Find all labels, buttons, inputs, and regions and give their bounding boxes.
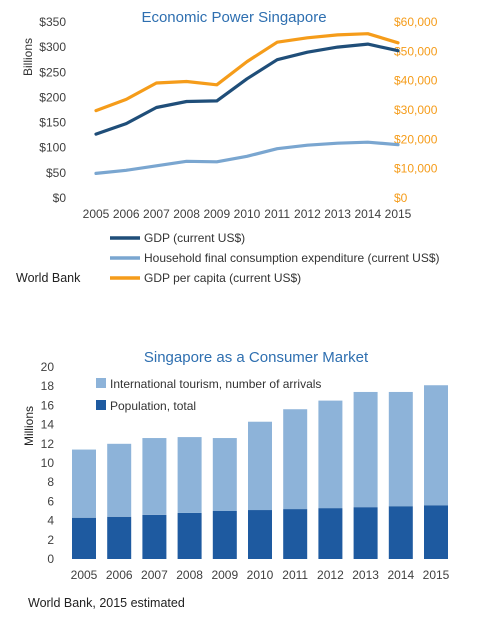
y-tick-label: $350 (39, 15, 66, 29)
y-tick-label: $150 (39, 116, 66, 130)
bar-segment (177, 512, 202, 559)
source-note: World Bank, 2015 estimated (28, 596, 185, 610)
legend-label: GDP (current US$) (144, 231, 245, 245)
bar-segment (72, 517, 96, 559)
x-tick-label: 2015 (423, 568, 450, 582)
legend-label: Population, total (110, 399, 196, 413)
source-note: World Bank (16, 271, 81, 285)
y2-tick-label: $30,000 (394, 103, 438, 117)
bar-segment (107, 516, 132, 559)
y-tick-label: $100 (39, 141, 66, 155)
chart-title: Singapore as a Consumer Market (144, 349, 369, 366)
y-tick-label: 6 (47, 494, 54, 508)
x-tick-label: 2008 (173, 207, 200, 221)
x-tick-label: 2007 (141, 568, 168, 582)
y-tick-label: $250 (39, 65, 66, 79)
y-tick-label: 4 (47, 514, 54, 528)
y-tick-label: 14 (41, 418, 55, 432)
y-tick-label: 18 (41, 379, 55, 393)
bar-segment (212, 511, 237, 559)
y2-tick-label: $10,000 (394, 162, 438, 176)
y2-tick-label: $60,000 (394, 15, 438, 29)
y-tick-label: 20 (41, 360, 55, 374)
chart-title: Economic Power Singapore (141, 9, 326, 26)
bar-segment (318, 508, 343, 559)
x-tick-label: 2011 (264, 207, 290, 221)
legend-label: GDP per capita (current US$) (144, 271, 301, 285)
bar-segment (353, 507, 378, 559)
x-tick-label: 2013 (352, 568, 379, 582)
y2-tick-label: $50,000 (394, 44, 438, 58)
x-tick-label: 2007 (143, 207, 170, 221)
economic-power-chart: Economic Power Singapore Billions $0 $50 $10… (16, 9, 440, 285)
x-tick-label: 2006 (106, 568, 133, 582)
x-tick-label: 2009 (211, 568, 238, 582)
y-tick-label: 10 (41, 456, 55, 470)
series-line (94, 42, 400, 136)
bar-segment (424, 385, 448, 506)
bar-segment (72, 449, 96, 518)
legend-swatch (96, 400, 106, 410)
bar-segment (142, 514, 167, 559)
bar-segment (283, 509, 308, 559)
bar-segment (212, 438, 237, 511)
x-tick-label: 2014 (387, 568, 414, 582)
x-tick-label: 2012 (294, 207, 321, 221)
y-tick-label: $300 (39, 40, 66, 54)
y2-tick-label: $20,000 (394, 132, 438, 146)
bar-segment (388, 391, 413, 507)
y-tick-label: $50 (46, 166, 66, 180)
x-tick-label: 2011 (282, 568, 308, 582)
y-tick-label: 8 (47, 475, 54, 489)
bar-segment (353, 391, 378, 508)
bar-segment (177, 437, 202, 513)
series-line (94, 32, 400, 113)
legend-swatch (96, 378, 106, 388)
x-tick-label: 2005 (71, 568, 98, 582)
x-tick-label: 2009 (203, 207, 230, 221)
legend-label: International tourism, number of arrival… (110, 377, 321, 391)
y-tick-label: 0 (47, 552, 54, 566)
bar-segment (318, 400, 343, 509)
y-tick-label: $0 (53, 191, 67, 205)
x-tick-label: 2006 (113, 207, 140, 221)
y-axis-label: Millions (22, 406, 36, 446)
y-axis-label: Billions (21, 38, 35, 76)
consumer-market-chart: Singapore as a Consumer Market Millions 0 2… (22, 349, 450, 610)
bar-segment (424, 505, 448, 559)
x-tick-label: 2008 (176, 568, 203, 582)
y-tick-label: 12 (41, 437, 55, 451)
bar-segment (142, 438, 167, 515)
bar-segment (283, 409, 308, 510)
y-tick-label: $200 (39, 90, 66, 104)
bar-segment (248, 421, 272, 511)
x-tick-label: 2012 (317, 568, 344, 582)
x-tick-label: 2010 (234, 207, 261, 221)
y-tick-label: 16 (41, 398, 55, 412)
bar-segment (248, 510, 272, 559)
y2-tick-label: $0 (394, 191, 408, 205)
x-tick-label: 2013 (324, 207, 351, 221)
y-tick-label: 2 (47, 533, 54, 547)
x-tick-label: 2010 (247, 568, 274, 582)
x-tick-label: 2005 (83, 207, 110, 221)
bar-segment (388, 506, 413, 559)
legend-label: Household final consumption expenditure … (144, 251, 440, 265)
y2-tick-label: $40,000 (394, 74, 438, 88)
series-line (94, 140, 400, 175)
x-tick-label: 2014 (354, 207, 381, 221)
x-tick-label: 2015 (385, 207, 412, 221)
bar-segment (107, 443, 132, 517)
